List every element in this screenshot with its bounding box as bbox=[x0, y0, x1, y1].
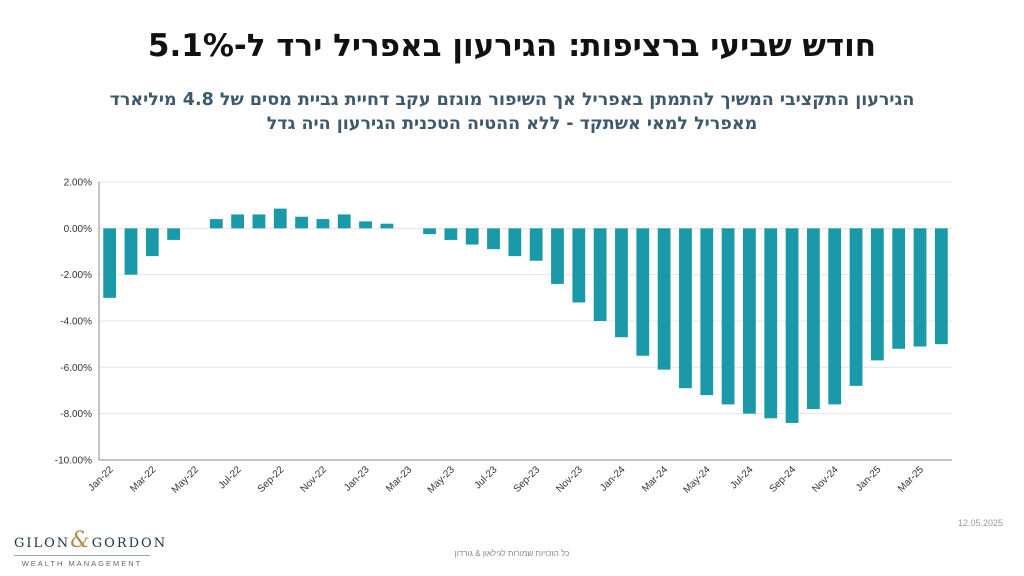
bar-Jan-24 bbox=[615, 228, 628, 338]
x-tick-label: Jan-25 bbox=[854, 464, 884, 494]
x-tick-label: Sep-24 bbox=[768, 464, 799, 495]
logo-divider bbox=[14, 555, 150, 556]
footer-date: 12.05.2025 bbox=[958, 518, 1004, 528]
x-tick-label: Jan-24 bbox=[598, 464, 628, 494]
footer-copyright: כל הזכויות שמורות לגילאון & גורדון bbox=[454, 549, 570, 558]
logo-wordmark: GILON&GORDON bbox=[14, 528, 165, 553]
y-tick-label: -6.00% bbox=[60, 363, 92, 374]
bar-Mar-24 bbox=[657, 228, 671, 370]
bar-Jul-23 bbox=[487, 228, 500, 250]
y-tick-label: -8.00% bbox=[60, 409, 92, 420]
y-tick-label: 2.00% bbox=[64, 178, 92, 189]
bar-Nov-24 bbox=[828, 228, 842, 405]
bar-Feb-25 bbox=[892, 228, 906, 349]
page-title: חודש שביעי ברציפות: הגירעון באפריל ירד ל… bbox=[147, 28, 877, 64]
bar-Nov-23 bbox=[572, 228, 586, 303]
bar-Apr-25 bbox=[934, 228, 948, 345]
bar-Sep-24 bbox=[785, 228, 799, 423]
x-tick-label: May-23 bbox=[426, 464, 458, 496]
logo-name-right: GORDON bbox=[91, 536, 168, 551]
x-tick-labels: Jan-22 Mar-22 May-22 Jul-22 Sep-22 Nov-22 Jan-… bbox=[86, 464, 926, 496]
x-tick-label: Jul-22 bbox=[217, 464, 244, 491]
bar-Oct-22 bbox=[295, 216, 308, 229]
x-tick-label: Jul-24 bbox=[728, 464, 755, 491]
bar-Feb-24 bbox=[636, 228, 650, 356]
company-logo: GILON&GORDON WEALTH MANAGEMENT bbox=[14, 528, 165, 568]
x-tick-label: Sep-22 bbox=[256, 464, 287, 495]
bars bbox=[103, 208, 948, 423]
bar-Feb-22 bbox=[124, 228, 138, 275]
subtitle-line-1: הגירעון התקציבי המשיך להתמתן באפריל אך ה… bbox=[109, 90, 915, 110]
bar-Aug-22 bbox=[252, 214, 266, 229]
bar-Oct-24 bbox=[806, 228, 820, 410]
x-tick-label: Nov-24 bbox=[810, 464, 841, 495]
bar-Jul-22 bbox=[231, 214, 245, 229]
x-tick-label: Jul-23 bbox=[473, 464, 500, 491]
x-tick-label: Sep-23 bbox=[512, 464, 543, 495]
bar-Dec-22 bbox=[337, 214, 351, 229]
bar-Dec-23 bbox=[593, 228, 607, 321]
bar-May-23 bbox=[444, 228, 458, 240]
x-tick-label: May-24 bbox=[682, 464, 714, 496]
bar-Oct-23 bbox=[551, 228, 564, 284]
x-tick-label: Nov-22 bbox=[298, 464, 329, 495]
page-subtitle: הגירעון התקציבי המשיך להתמתן באפריל אך ה… bbox=[40, 88, 984, 136]
logo-ampersand: & bbox=[70, 528, 92, 553]
bar-Jan-22 bbox=[103, 228, 117, 298]
bar-Apr-23 bbox=[423, 228, 436, 235]
x-tick-label: May-22 bbox=[170, 464, 202, 496]
bar-Aug-23 bbox=[508, 228, 522, 257]
x-tick-label: Mar-23 bbox=[384, 464, 414, 494]
bar-Aug-24 bbox=[764, 228, 778, 419]
y-tick-label: -4.00% bbox=[60, 317, 92, 328]
bar-Sep-23 bbox=[529, 228, 543, 261]
bar-Jun-23 bbox=[465, 228, 479, 245]
bar-Jun-22 bbox=[209, 219, 223, 229]
bar-Mar-22 bbox=[145, 228, 159, 257]
bar-Apr-22 bbox=[167, 228, 181, 240]
y-tick-label: -10.00% bbox=[55, 456, 92, 467]
bar-Nov-22 bbox=[316, 219, 330, 229]
axes bbox=[98, 182, 952, 461]
bar-Mar-25 bbox=[913, 228, 927, 347]
bar-Jun-24 bbox=[721, 228, 735, 405]
bar-Jan-23 bbox=[359, 221, 372, 229]
x-tick-label: Jan-23 bbox=[342, 464, 372, 494]
y-tick-labels: 2.00% 0.00% -2.00% -4.00% -6.00% -8.00% -10.00… bbox=[55, 178, 92, 467]
y-tick-label: -2.00% bbox=[60, 270, 92, 281]
logo-name-left: GILON bbox=[14, 536, 71, 551]
bar-May-24 bbox=[700, 228, 714, 396]
x-tick-label: Nov-23 bbox=[554, 464, 585, 495]
y-tick-label: 0.00% bbox=[64, 224, 92, 235]
x-tick-label: Mar-24 bbox=[640, 464, 670, 494]
bar-Jan-25 bbox=[870, 228, 884, 361]
bar-Feb-23 bbox=[380, 223, 394, 229]
bar-Dec-24 bbox=[849, 228, 863, 386]
bar-Jul-24 bbox=[743, 228, 756, 414]
logo-tagline: WEALTH MANAGEMENT bbox=[21, 559, 143, 568]
x-tick-label: Mar-22 bbox=[128, 464, 158, 494]
bar-Apr-24 bbox=[679, 228, 692, 389]
x-tick-label: Jan-22 bbox=[86, 464, 116, 494]
bar-Sep-22 bbox=[273, 208, 287, 229]
grid-lines bbox=[99, 181, 952, 415]
x-tick-label: Mar-25 bbox=[896, 464, 926, 494]
subtitle-line-2: מאפריל למאי אשתקד - ללא ההטיה הטכנית הגי… bbox=[266, 114, 758, 134]
